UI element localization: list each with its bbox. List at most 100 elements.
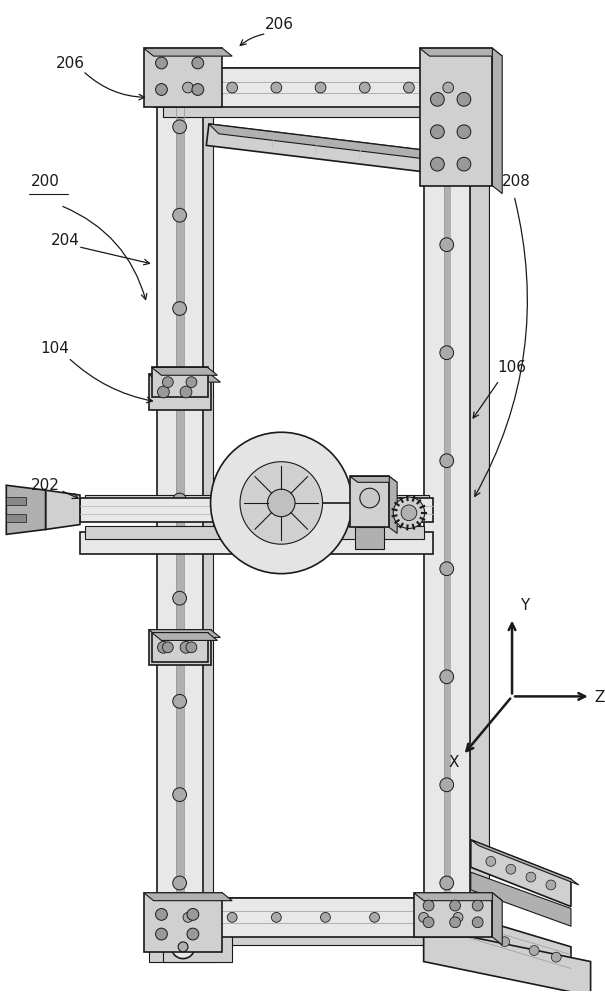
Circle shape bbox=[173, 302, 186, 315]
Circle shape bbox=[440, 876, 454, 890]
Text: Z: Z bbox=[595, 690, 605, 705]
Circle shape bbox=[211, 432, 352, 574]
Polygon shape bbox=[424, 68, 480, 78]
Circle shape bbox=[173, 788, 186, 801]
Polygon shape bbox=[163, 932, 232, 962]
Polygon shape bbox=[492, 893, 502, 945]
Circle shape bbox=[431, 125, 444, 139]
Polygon shape bbox=[163, 906, 483, 945]
Polygon shape bbox=[149, 630, 211, 665]
Circle shape bbox=[440, 562, 454, 576]
Circle shape bbox=[486, 856, 495, 866]
Circle shape bbox=[192, 84, 204, 95]
Polygon shape bbox=[152, 367, 217, 375]
Circle shape bbox=[440, 130, 454, 144]
Circle shape bbox=[183, 912, 193, 922]
Circle shape bbox=[173, 876, 186, 890]
Circle shape bbox=[155, 57, 168, 69]
Polygon shape bbox=[209, 124, 437, 160]
Circle shape bbox=[227, 912, 237, 922]
Circle shape bbox=[180, 641, 192, 653]
Circle shape bbox=[441, 919, 451, 929]
Circle shape bbox=[423, 917, 434, 928]
Circle shape bbox=[551, 952, 561, 962]
Polygon shape bbox=[355, 527, 384, 549]
Polygon shape bbox=[389, 476, 397, 533]
Polygon shape bbox=[6, 514, 26, 522]
Polygon shape bbox=[152, 367, 208, 397]
Circle shape bbox=[453, 912, 463, 922]
Polygon shape bbox=[424, 932, 571, 991]
Polygon shape bbox=[149, 374, 211, 410]
Polygon shape bbox=[424, 937, 480, 947]
Circle shape bbox=[321, 912, 330, 922]
Circle shape bbox=[404, 82, 414, 93]
Circle shape bbox=[173, 591, 186, 605]
Polygon shape bbox=[144, 893, 232, 901]
Polygon shape bbox=[206, 124, 427, 172]
Circle shape bbox=[443, 82, 454, 93]
Polygon shape bbox=[414, 893, 492, 937]
Polygon shape bbox=[144, 48, 232, 56]
Circle shape bbox=[157, 641, 169, 653]
Polygon shape bbox=[80, 498, 434, 522]
Polygon shape bbox=[352, 497, 396, 509]
Polygon shape bbox=[175, 68, 183, 937]
Text: X: X bbox=[448, 755, 459, 770]
Circle shape bbox=[315, 82, 326, 93]
Circle shape bbox=[440, 670, 454, 684]
Text: 106: 106 bbox=[497, 360, 526, 375]
Circle shape bbox=[393, 497, 425, 528]
Text: Y: Y bbox=[520, 598, 529, 613]
Text: 206: 206 bbox=[264, 17, 293, 32]
Circle shape bbox=[162, 377, 173, 388]
Polygon shape bbox=[157, 68, 203, 937]
Polygon shape bbox=[85, 526, 423, 539]
Polygon shape bbox=[492, 48, 502, 194]
Circle shape bbox=[183, 82, 194, 93]
Polygon shape bbox=[157, 937, 212, 947]
Polygon shape bbox=[424, 903, 571, 976]
Circle shape bbox=[187, 928, 199, 940]
Polygon shape bbox=[45, 490, 80, 529]
Text: 206: 206 bbox=[56, 56, 85, 71]
Circle shape bbox=[155, 909, 168, 920]
Polygon shape bbox=[414, 893, 502, 901]
Circle shape bbox=[173, 493, 186, 507]
Circle shape bbox=[192, 57, 204, 69]
Circle shape bbox=[500, 937, 509, 947]
Circle shape bbox=[155, 84, 168, 95]
Circle shape bbox=[450, 900, 460, 911]
Circle shape bbox=[171, 935, 195, 959]
Circle shape bbox=[431, 92, 444, 106]
Circle shape bbox=[271, 82, 282, 93]
Circle shape bbox=[360, 488, 379, 508]
Polygon shape bbox=[166, 78, 212, 947]
Polygon shape bbox=[6, 485, 45, 534]
Polygon shape bbox=[471, 840, 571, 907]
Circle shape bbox=[440, 346, 454, 360]
Circle shape bbox=[450, 917, 460, 928]
Text: 202: 202 bbox=[31, 478, 60, 493]
Circle shape bbox=[186, 642, 197, 653]
Polygon shape bbox=[424, 68, 470, 937]
Circle shape bbox=[419, 912, 428, 922]
Circle shape bbox=[227, 82, 238, 93]
Polygon shape bbox=[149, 932, 217, 962]
Text: 104: 104 bbox=[41, 341, 70, 356]
Circle shape bbox=[529, 946, 539, 955]
Circle shape bbox=[178, 942, 188, 952]
Circle shape bbox=[173, 120, 186, 134]
Circle shape bbox=[526, 872, 536, 882]
Polygon shape bbox=[149, 630, 220, 637]
Polygon shape bbox=[144, 893, 223, 952]
Circle shape bbox=[267, 489, 295, 517]
Text: 208: 208 bbox=[502, 174, 531, 189]
Circle shape bbox=[359, 82, 370, 93]
Polygon shape bbox=[149, 374, 220, 382]
Text: 204: 204 bbox=[50, 233, 79, 248]
Circle shape bbox=[473, 917, 483, 928]
Circle shape bbox=[440, 778, 454, 792]
Circle shape bbox=[506, 864, 516, 874]
Circle shape bbox=[457, 157, 471, 171]
